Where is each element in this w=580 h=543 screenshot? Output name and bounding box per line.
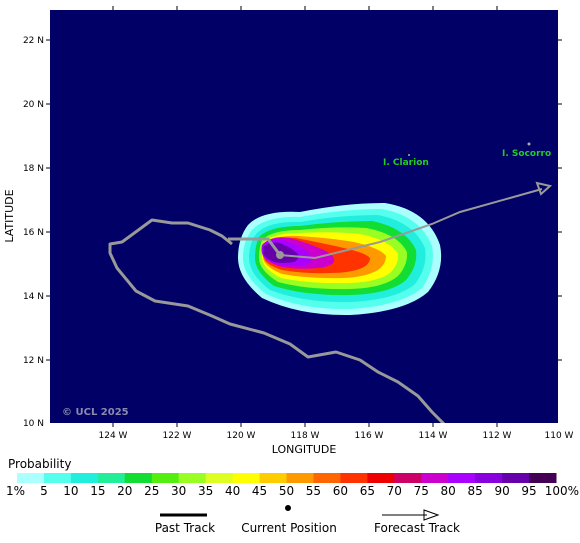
lon-label: 110 W — [545, 431, 574, 441]
lon-label: 112 W — [483, 431, 512, 441]
colorbar-tick-label: 25 — [144, 484, 159, 498]
lat-label: 12 N — [23, 356, 44, 366]
colorbar-cell — [313, 473, 341, 483]
colorbar — [17, 473, 557, 483]
lon-label: 118 W — [291, 431, 320, 441]
lat-label: 10 N — [23, 419, 44, 429]
lon-label: 122 W — [163, 431, 192, 441]
colorbar-tick-label: 70 — [387, 484, 402, 498]
coastline — [108, 218, 446, 423]
colorbar-labels: 1% 5 10 15 20 25 30 35 40 45 50 55 60 65 70 75 80 85 90 95 1… — [6, 484, 579, 498]
colorbar-cell — [232, 473, 261, 483]
colorbar-cell — [529, 473, 557, 483]
colorbar-cell — [43, 473, 72, 483]
colorbar-cell — [70, 473, 99, 483]
copyright-notice: © UCL 2025 — [62, 407, 129, 418]
colorbar-tick-label: 90 — [494, 484, 509, 498]
colorbar-tick-label: 75 — [414, 484, 429, 498]
colorbar-tick-label: 15 — [90, 484, 105, 498]
colorbar-cell — [286, 473, 314, 483]
colorbar-cell — [340, 473, 368, 483]
colorbar-tick-label: 95 — [521, 484, 536, 498]
colorbar-cell — [178, 473, 207, 483]
colorbar-cell — [97, 473, 126, 483]
lat-label: 14 N — [23, 292, 44, 302]
socorro-island-dot — [527, 142, 531, 146]
forecast-arrowhead — [535, 181, 553, 196]
colorbar-cell — [475, 473, 503, 483]
colorbar-tick-label: 65 — [360, 484, 375, 498]
colorbar-cell — [17, 473, 45, 483]
past-track-legend-label: Past Track — [155, 521, 215, 535]
lon-label: 116 W — [355, 431, 384, 441]
probability-swath — [238, 203, 442, 316]
lon-label: 114 W — [419, 431, 448, 441]
colorbar-tick-label: 55 — [306, 484, 321, 498]
latitude-ticks — [46, 39, 562, 361]
forecast-track-legend-label: Forecast Track — [374, 521, 460, 535]
past-track — [228, 237, 282, 256]
colorbar-tick-label: 100% — [545, 484, 579, 498]
current-position-legend-dot — [285, 505, 291, 511]
lon-label: 124 W — [99, 431, 128, 441]
colorbar-tick-label: 50 — [279, 484, 294, 498]
colorbar-cell — [205, 473, 234, 483]
colorbar-tick-label: 20 — [117, 484, 132, 498]
lat-label: 18 N — [23, 164, 44, 174]
y-axis-title: LATITUDE — [3, 189, 16, 242]
colorbar-tick-label: 10 — [63, 484, 78, 498]
forecast-track — [279, 188, 543, 260]
lon-label: 120 W — [227, 431, 256, 441]
island-label-socorro: I. Socorro — [502, 149, 551, 159]
colorbar-tick-label: 5 — [40, 484, 48, 498]
current-position-legend-label: Current Position — [241, 521, 337, 535]
island-label-clarion: I. Clarion — [383, 158, 429, 168]
colorbar-tick-label: 85 — [468, 484, 483, 498]
current-position-marker — [276, 251, 284, 259]
clarion-island-dot — [408, 154, 410, 156]
colorbar-cell — [421, 473, 449, 483]
colorbar-cell — [151, 473, 180, 483]
lat-label: 22 N — [23, 36, 44, 46]
colorbar-cell — [502, 473, 530, 483]
colorbar-tick-label: 80 — [441, 484, 456, 498]
lat-label: 16 N — [23, 228, 44, 238]
colorbar-cell — [367, 473, 395, 483]
colorbar-tick-label: 1% — [6, 484, 25, 498]
lat-label: 20 N — [23, 100, 44, 110]
colorbar-cell — [448, 473, 476, 483]
colorbar-title: Probability — [8, 457, 71, 471]
colorbar-tick-label: 30 — [171, 484, 186, 498]
colorbar-cell — [259, 473, 287, 483]
colorbar-tick-label: 35 — [198, 484, 213, 498]
colorbar-cell — [124, 473, 153, 483]
colorbar-tick-label: 60 — [333, 484, 348, 498]
longitude-ticks — [112, 6, 498, 427]
colorbar-cell — [394, 473, 422, 483]
x-axis-title: LONGITUDE — [272, 443, 337, 456]
colorbar-tick-label: 40 — [225, 484, 240, 498]
colorbar-tick-label: 45 — [252, 484, 267, 498]
forecast-track-legend-arrowhead — [423, 509, 440, 521]
